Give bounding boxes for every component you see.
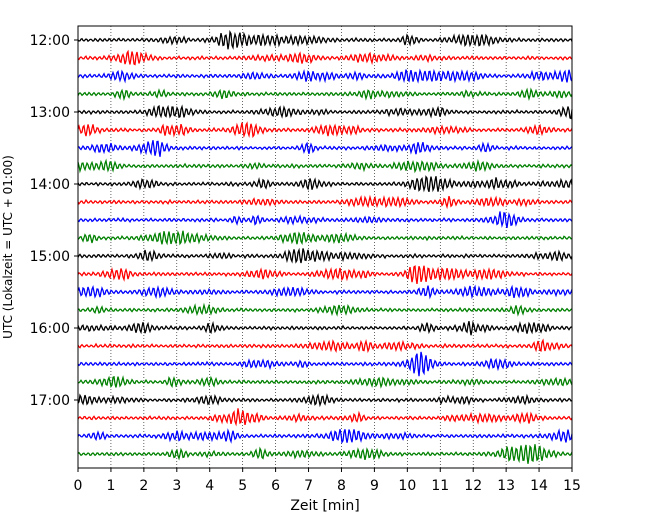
y-ticks: 12:00 13:00 14:00 15:00 16:00 17:00: [30, 33, 78, 409]
x-tick-label: 13: [497, 478, 515, 494]
seismic-trace: [77, 302, 573, 317]
seismic-trace: [77, 408, 573, 427]
seismic-trace: [77, 393, 573, 408]
seismic-trace: [77, 68, 573, 84]
x-tick-label: 7: [304, 478, 313, 494]
seismic-trace: [77, 175, 573, 193]
x-tick-label: 3: [172, 478, 181, 494]
plot-frame: [77, 25, 573, 469]
seismic-trace: [77, 428, 573, 444]
seismic-trace: [77, 140, 573, 157]
seismic-trace: [77, 375, 573, 389]
x-tick-label: 5: [238, 478, 247, 494]
x-tick-label: 4: [205, 478, 214, 494]
seismic-trace: [77, 211, 573, 229]
seismic-trace: [77, 29, 573, 50]
x-tick-label: 0: [74, 478, 83, 494]
seismic-trace: [77, 230, 573, 246]
seismic-trace: [77, 284, 573, 300]
seismic-traces: [77, 29, 573, 464]
y-tick-label: 15:00: [30, 249, 70, 265]
seismic-trace: [77, 247, 573, 264]
x-tick-label: 2: [139, 478, 148, 494]
x-axis-label: Zeit [min]: [290, 498, 359, 514]
seismic-trace: [77, 87, 573, 102]
x-tick-label: 12: [464, 478, 482, 494]
seismic-trace: [77, 320, 573, 336]
y-tick-label: 16:00: [30, 321, 70, 337]
seismic-trace: [77, 265, 573, 285]
x-tick-label: 10: [398, 478, 416, 494]
y-tick-label: 13:00: [30, 105, 70, 121]
seismic-trace: [77, 104, 573, 120]
seismic-trace: [77, 49, 573, 66]
seismic-trace: [77, 338, 573, 354]
seismic-trace: [77, 121, 573, 139]
x-tick-label: 9: [370, 478, 379, 494]
seismic-trace: [77, 444, 573, 464]
x-tick-label: 15: [563, 478, 581, 494]
x-tick-label: 8: [337, 478, 346, 494]
x-tick-label: 14: [530, 478, 548, 494]
y-tick-label: 12:00: [30, 33, 70, 49]
x-tick-label: 6: [271, 478, 280, 494]
x-tick-label: 11: [431, 478, 449, 494]
x-tick-label: 1: [106, 478, 115, 494]
y-tick-label: 14:00: [30, 177, 70, 193]
seismic-trace: [77, 194, 573, 210]
seismic-trace: [77, 158, 573, 174]
y-axis-label: UTC (Lokalzeit = UTC + 01:00): [1, 155, 15, 339]
x-ticks: 0 1 2 3 4 5 6 7 8 9 10 11 12 13 14 15: [74, 468, 581, 494]
y-tick-label: 17:00: [30, 393, 70, 409]
seismic-trace: [77, 351, 573, 377]
